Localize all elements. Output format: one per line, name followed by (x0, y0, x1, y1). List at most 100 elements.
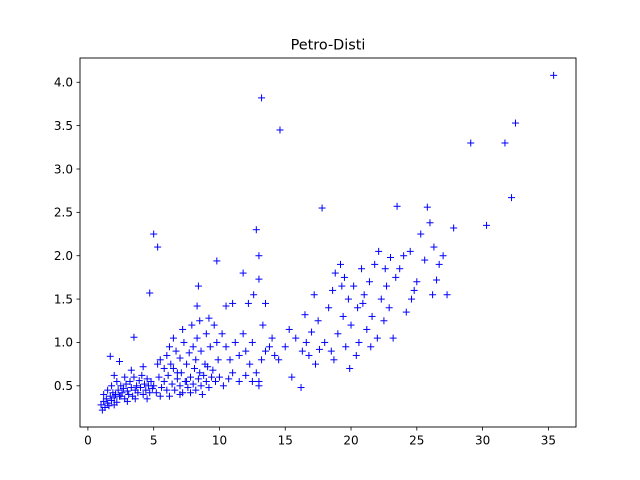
chart-title: Petro-Disti (291, 38, 366, 54)
data-point (550, 71, 558, 79)
data-point (215, 373, 223, 381)
data-point (426, 219, 434, 227)
data-point (213, 338, 221, 346)
data-point (190, 364, 198, 372)
data-point (202, 377, 210, 385)
data-point (133, 382, 141, 390)
data-point (340, 273, 348, 281)
data-point (130, 333, 138, 341)
data-point (179, 325, 187, 333)
data-point (189, 380, 197, 388)
data-point (255, 382, 263, 390)
data-point (188, 321, 196, 329)
data-point (421, 256, 429, 264)
data-point (105, 402, 113, 410)
data-point (314, 317, 322, 325)
data-point (154, 360, 162, 368)
data-point (354, 304, 362, 312)
data-point (173, 369, 181, 377)
data-point (164, 371, 172, 379)
data-point (130, 373, 138, 381)
data-point (169, 364, 177, 372)
data-point (214, 356, 222, 364)
data-point (511, 119, 519, 127)
data-point (329, 286, 337, 294)
data-point (392, 273, 400, 281)
data-point (142, 386, 150, 394)
y-tick-label: 4.0 (54, 76, 73, 90)
x-tick-label: 30 (475, 434, 490, 448)
data-point (312, 360, 320, 368)
data-point (131, 395, 139, 403)
data-point (268, 334, 276, 342)
data-point (100, 390, 108, 398)
data-point (467, 139, 475, 147)
data-point (352, 351, 360, 359)
data-point (342, 343, 350, 351)
data-point (110, 394, 118, 402)
data-point (193, 302, 201, 310)
data-point (239, 269, 247, 277)
data-point (163, 386, 171, 394)
y-tick-label: 2.5 (54, 206, 73, 220)
data-point (172, 347, 180, 355)
data-point (250, 291, 258, 299)
data-point (385, 304, 393, 312)
data-point (218, 330, 226, 338)
data-point (160, 364, 168, 372)
data-point (383, 282, 391, 290)
data-point (185, 349, 193, 357)
data-point (377, 295, 385, 303)
data-point (375, 247, 383, 255)
data-point (259, 321, 267, 329)
data-point (271, 351, 279, 359)
data-point (262, 299, 270, 307)
data-point (102, 395, 110, 403)
data-point (231, 338, 239, 346)
data-point (197, 382, 205, 390)
data-point (255, 252, 263, 260)
data-point (171, 386, 179, 394)
data-point (235, 377, 243, 385)
data-point (301, 311, 309, 319)
data-point (192, 386, 200, 394)
data-point (183, 360, 191, 368)
y-tick-label: 1.5 (54, 292, 73, 306)
data-point (135, 377, 143, 385)
data-point (336, 260, 344, 268)
data-point (358, 265, 366, 273)
data-point (126, 377, 134, 385)
data-point (344, 295, 352, 303)
data-point (200, 371, 208, 379)
data-point (292, 334, 300, 342)
x-tick-label: 5 (150, 434, 158, 448)
data-point (285, 325, 293, 333)
data-point (192, 356, 200, 364)
data-point (386, 253, 394, 261)
data-point (114, 386, 122, 394)
data-point (252, 369, 260, 377)
data-point (433, 276, 441, 284)
data-point (155, 373, 163, 381)
data-point (152, 389, 160, 397)
data-point (168, 380, 176, 388)
data-point (400, 252, 408, 260)
data-point (176, 390, 184, 398)
data-point (198, 390, 206, 398)
data-point (121, 373, 129, 381)
data-point (258, 94, 266, 102)
data-point (246, 360, 254, 368)
data-point (435, 260, 443, 268)
data-point (147, 377, 155, 385)
data-point (225, 375, 233, 383)
x-axis-ticks: 0 5 10 15 20 25 30 35 (84, 427, 556, 448)
data-point (194, 375, 202, 383)
data-point (189, 343, 197, 351)
data-point (202, 330, 210, 338)
data-point (163, 351, 171, 359)
y-axis-ticks: 0.5 1.0 1.5 2.0 2.5 3.0 3.5 4.0 (54, 76, 80, 393)
data-point (252, 226, 260, 234)
data-point (108, 382, 116, 390)
data-point (154, 243, 162, 251)
data-point (122, 380, 130, 388)
